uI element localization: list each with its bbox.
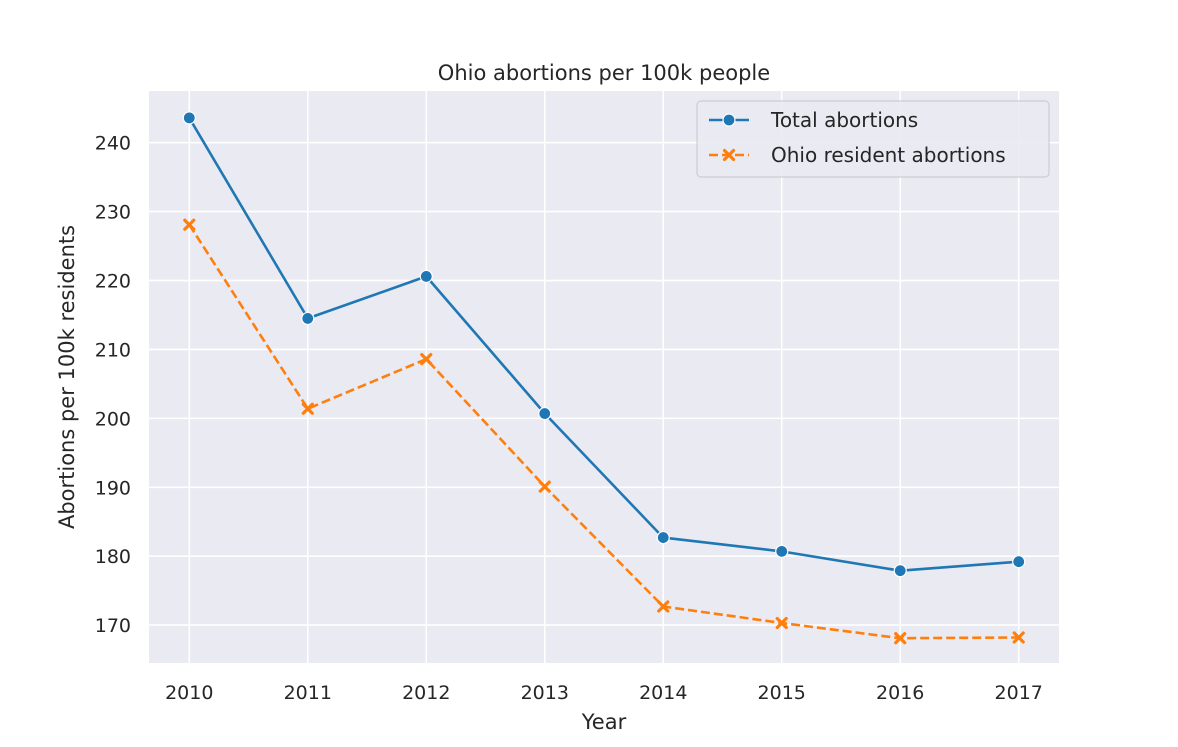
y-axis-label: Abortions per 100k residents [55,225,79,529]
y-tick-label: 180 [95,546,131,568]
y-tick-label: 170 [95,615,131,637]
x-tick-label: 2010 [165,682,213,704]
x-tick-label: 2017 [995,682,1043,704]
legend-marker-resident [722,148,736,162]
x-axis-label: Year [581,710,627,734]
legend-marker-total [722,113,736,127]
legend-box [696,100,1050,178]
data-point [301,402,314,415]
data-point [183,218,196,231]
y-tick-label: 210 [95,339,131,361]
data-point [775,544,789,558]
x-tick-label: 2016 [876,682,924,704]
data-point [893,564,907,578]
y-tick-label: 200 [95,408,131,430]
y-tick-label: 190 [95,477,131,499]
y-tick-label: 240 [95,133,131,155]
data-point [301,311,315,326]
data-point [894,632,907,645]
y-tick-labels: 170 180 190 200 210 220 230 240 [95,133,131,637]
series-line-resident [188,223,1019,640]
data-point [182,111,196,125]
y-tick-label: 230 [95,202,131,224]
legend-label-total: Total abortions [770,108,918,132]
data-point [775,616,788,630]
data-point [657,600,670,613]
data-point [656,530,670,545]
plot-background [149,91,1059,663]
x-tick-label: 2015 [758,682,806,704]
data-point [538,406,552,421]
data-point [419,269,433,283]
data-point [1012,631,1025,644]
data-point [420,352,433,366]
data-point [538,480,551,493]
chart-title: Ohio abortions per 100k people [438,61,770,85]
x-tick-labels: 2010 2011 2012 2013 2014 2015 2016 2017 [165,682,1043,704]
legend: Total abortions Ohio resident abortions [696,100,1050,178]
series-line-total [188,117,1019,573]
legend-label-resident: Ohio resident abortions [771,143,1006,167]
y-tick-label: 220 [95,271,131,293]
grid [149,91,1059,663]
x-tick-label: 2011 [284,682,332,704]
x-tick-label: 2012 [402,682,450,704]
x-tick-label: 2013 [521,682,569,704]
data-point [1012,555,1026,569]
series-layer [182,111,1026,645]
x-tick-label: 2014 [639,682,687,704]
